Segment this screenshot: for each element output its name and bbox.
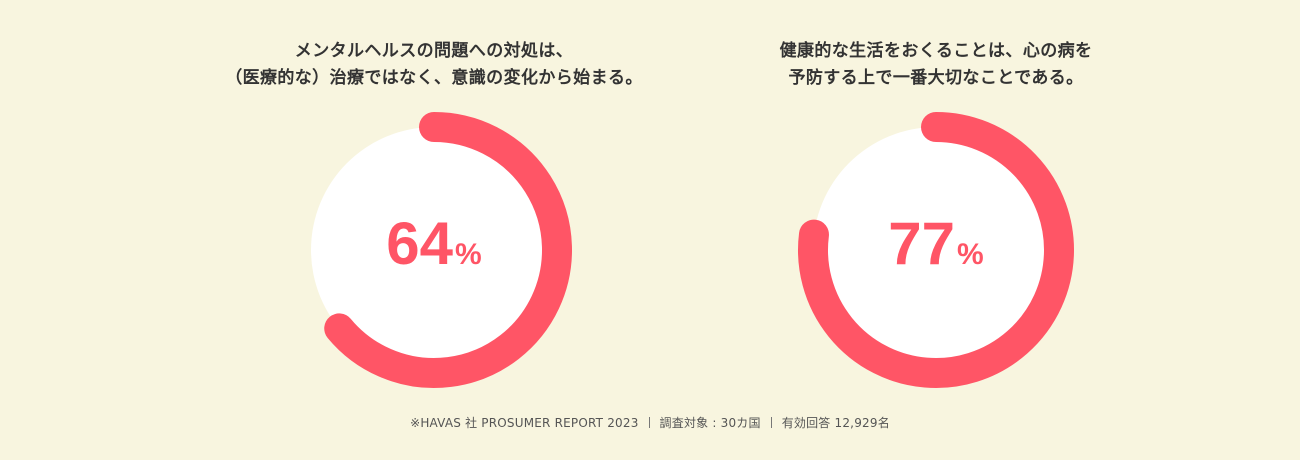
chart-title-line-2: 予防する上で一番大切なことである。	[788, 68, 1084, 88]
value-label: 64%	[294, 214, 574, 274]
donut-value-arc	[324, 112, 572, 388]
chart-title-line-2: （医療的な）治療ではなく、意識の変化から始まる。	[225, 68, 643, 88]
value-number: 77	[888, 210, 956, 277]
value-unit: %	[455, 238, 482, 271]
donut-svg	[311, 112, 572, 388]
divider	[648, 417, 650, 428]
donut-track	[311, 127, 557, 373]
chart-title: メンタルヘルスの問題への対処は、 （医療的な）治療ではなく、意識の変化から始まる…	[204, 38, 664, 92]
responses-text: 有効回答 12,929名	[781, 416, 890, 430]
chart-block-1: メンタルヘルスの問題への対処は、 （医療的な）治療ではなく、意識の変化から始まる…	[204, 38, 664, 390]
source-note: ※HAVAS 社 PROSUMER REPORT 2023 調査対象 : 30カ国…	[0, 414, 1300, 431]
value-unit: %	[957, 238, 984, 271]
value-label: 77%	[796, 214, 1076, 274]
chart-title: 健康的な生活をおくることは、心の病を 予防する上で一番大切なことである。	[706, 38, 1166, 92]
donut-chart: 77%	[796, 110, 1076, 390]
chart-title-line-1: 健康的な生活をおくることは、心の病を	[779, 41, 1093, 61]
donut-track	[813, 127, 1059, 373]
donut-value-arc	[798, 112, 1074, 388]
source-text: ※HAVAS 社 PROSUMER REPORT 2023	[410, 416, 639, 430]
value-number: 64	[386, 210, 454, 277]
divider	[770, 417, 772, 428]
chart-block-2: 健康的な生活をおくることは、心の病を 予防する上で一番大切なことである。 77%	[706, 38, 1166, 390]
donut-svg	[798, 112, 1074, 388]
donut-chart: 64%	[294, 110, 574, 390]
chart-title-line-1: メンタルヘルスの問題への対処は、	[294, 41, 574, 61]
survey-scope-text: 調査対象 : 30カ国	[659, 416, 761, 430]
